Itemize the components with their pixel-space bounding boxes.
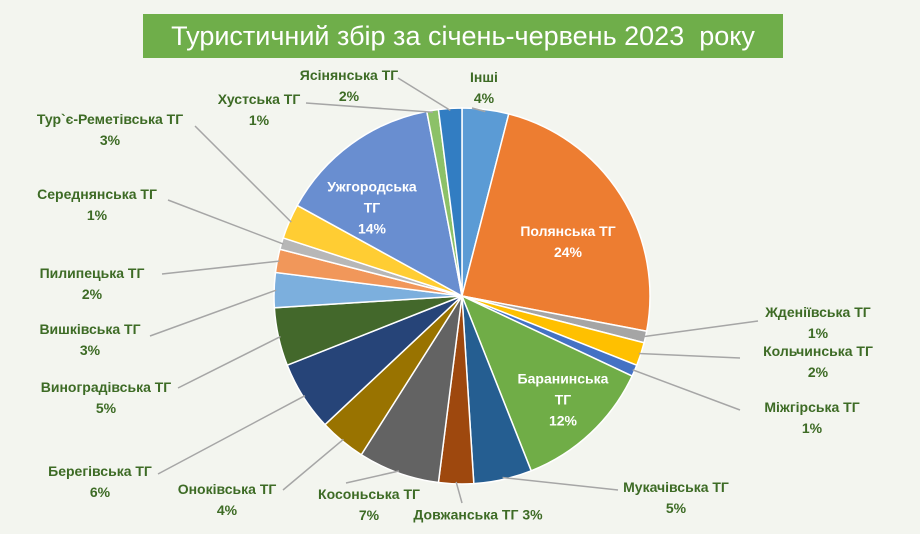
category-label: Косоньська ТГ (318, 486, 420, 502)
slice-label: Оноківська ТГ 4% (178, 479, 277, 521)
slice-label: Баранинська ТГ 12% (508, 369, 618, 432)
value-label: 2% (81, 286, 103, 302)
category-label: Полянська ТГ (520, 223, 616, 239)
leader-line (282, 438, 344, 491)
slice-label: Мукачівська ТГ 5% (623, 477, 729, 519)
leader-line (632, 369, 741, 411)
value-label: 14% (357, 220, 387, 237)
slice-label: Косоньська ТГ 7% (318, 484, 420, 526)
value-label: 7% (358, 507, 380, 523)
value-label: 5% (665, 500, 687, 516)
slice-label: Інші 4% (470, 67, 498, 109)
slice-label: Жденіївська ТГ 1% (765, 302, 870, 344)
slice-label: Середнянська ТГ 1% (37, 184, 157, 226)
pie-slice (461, 112, 651, 333)
value-label: 2% (338, 88, 360, 104)
pie-slice (460, 294, 634, 472)
leader-line (397, 77, 451, 112)
value-label: 5% (95, 400, 117, 416)
leader-line (643, 320, 759, 338)
category-label: Пилипецька ТГ (39, 265, 145, 281)
leader-line (471, 107, 486, 113)
category-label: Вишківська ТГ (39, 321, 141, 337)
value-label: 2% (807, 364, 829, 380)
leader-line (161, 260, 280, 275)
leader-line (455, 481, 463, 504)
leader-line (638, 352, 741, 359)
category-label: Інші (470, 69, 498, 85)
value-label: 24% (553, 244, 583, 260)
value-label: 12% (548, 412, 578, 429)
category-label: Виноградівська ТГ (40, 379, 172, 395)
category-label: Ужгородська ТГ (327, 178, 417, 216)
category-label: Міжгірська ТГ (764, 399, 860, 415)
leader-line (305, 102, 433, 114)
value-label: 4% (216, 502, 238, 518)
value-label: 1% (248, 112, 270, 128)
slice-label: Хустська ТГ 1% (218, 89, 301, 131)
leader-line (149, 289, 277, 337)
value-label: 3% (522, 506, 543, 523)
category-label: Оноківська ТГ (177, 481, 277, 497)
slice-label: Довжанська ТГ 3% (413, 505, 542, 526)
category-label: Мукачівська ТГ (623, 479, 729, 495)
leader-line (167, 199, 284, 245)
slice-label: Ужгородська ТГ 14% (322, 177, 422, 240)
category-label: Кольчинська ТГ (763, 343, 873, 359)
category-label: Баранинська ТГ (517, 370, 609, 408)
slice-label: Виноградівська ТГ 5% (41, 377, 172, 419)
value-label: 3% (79, 342, 101, 358)
pie-slice (437, 107, 463, 297)
value-label: 1% (801, 420, 823, 436)
slice-label: Полянська ТГ 24% (520, 221, 615, 263)
slice-label: Тур`є-Реметівська ТГ 3% (37, 109, 183, 151)
category-label: Ясінянська ТГ (299, 67, 399, 83)
value-label: 1% (807, 325, 829, 341)
category-label: Хустська ТГ (217, 91, 301, 107)
pie-slice (296, 110, 464, 298)
value-label: 3% (99, 132, 121, 148)
category-label: Довжанська ТГ (413, 506, 519, 523)
category-label: Середнянська ТГ (37, 186, 157, 202)
slice-label: Берегівська ТГ 6% (48, 461, 152, 503)
category-label: Берегівська ТГ (48, 463, 152, 479)
slice-label: Ясінянська ТГ 2% (300, 65, 398, 107)
leader-line (177, 335, 281, 389)
value-label: 4% (473, 90, 495, 106)
value-label: 6% (89, 484, 111, 500)
category-label: Тур`є-Реметівська ТГ (36, 111, 184, 127)
leader-line (502, 476, 619, 491)
slice-label: Міжгірська ТГ 1% (764, 397, 859, 439)
leader-line (345, 470, 400, 484)
leader-line (194, 125, 292, 223)
chart-title: Туристичний збір за січень-червень 2023 … (143, 14, 783, 58)
category-label: Жденіївська ТГ (765, 304, 871, 320)
slice-label: Кольчинська ТГ 2% (763, 341, 873, 383)
slice-label: Пилипецька ТГ 2% (40, 263, 145, 305)
value-label: 1% (86, 207, 108, 223)
leader-line (157, 395, 306, 475)
slice-label: Вишківська ТГ 3% (39, 319, 140, 361)
